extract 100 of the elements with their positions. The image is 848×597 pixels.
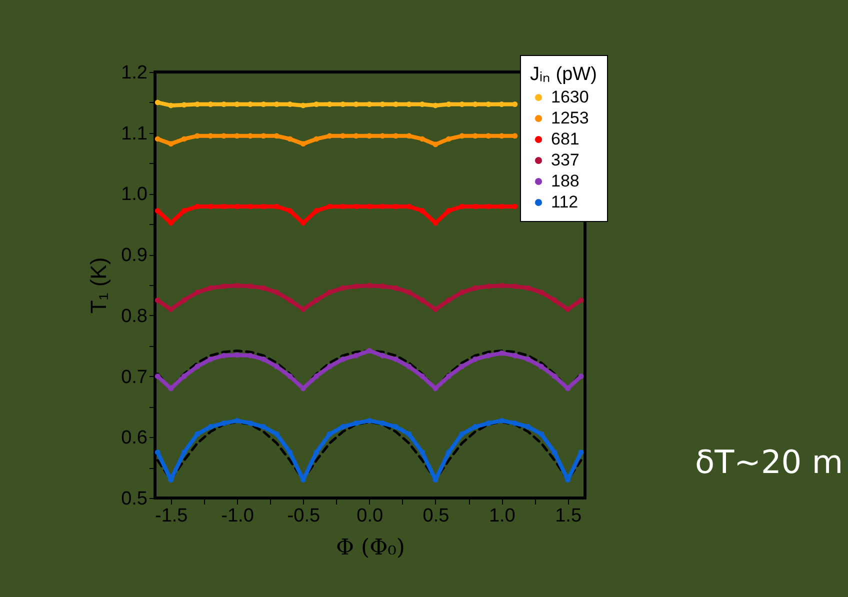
- point: [552, 450, 558, 456]
- point: [274, 431, 280, 437]
- point: [472, 285, 478, 291]
- point: [181, 136, 187, 142]
- point: [420, 450, 425, 456]
- legend-title: Jᵢₙ (pW): [530, 64, 597, 85]
- point: [380, 352, 386, 358]
- point: [420, 136, 425, 142]
- point: [552, 297, 558, 303]
- legend-label: 112: [551, 192, 578, 212]
- point: [432, 142, 438, 148]
- x-tick-label: -1.5: [155, 506, 188, 526]
- text: δT~20 m: [695, 443, 843, 481]
- legend-label: 337: [551, 150, 580, 170]
- point: [168, 141, 174, 147]
- point: [353, 352, 359, 358]
- point: [314, 297, 320, 303]
- legend-label: 1630: [551, 88, 589, 106]
- point: [420, 297, 425, 303]
- point: [432, 306, 438, 312]
- point: [459, 431, 465, 437]
- y-tick-label: 0.9: [121, 245, 148, 266]
- point: [154, 208, 160, 214]
- point: [274, 364, 280, 370]
- point: [194, 364, 200, 370]
- point: [459, 364, 465, 370]
- point: [420, 374, 425, 380]
- point: [420, 102, 425, 107]
- point: [208, 285, 214, 291]
- point: [300, 306, 306, 312]
- point: [154, 374, 160, 380]
- point: [486, 420, 492, 426]
- y-tick-label: 0.5: [121, 488, 148, 510]
- point: [260, 424, 266, 430]
- x-tick-label: 0.5: [422, 506, 450, 526]
- point: [181, 297, 187, 303]
- x-tick-label: 0.0: [356, 506, 384, 526]
- point: [326, 364, 332, 370]
- point: [538, 431, 544, 437]
- point: [512, 420, 518, 426]
- point: [234, 352, 240, 358]
- point: [538, 290, 544, 296]
- point: [194, 431, 200, 437]
- point: [406, 290, 412, 296]
- point: [578, 297, 584, 303]
- point: [406, 364, 412, 370]
- point: [274, 290, 280, 296]
- point: [248, 102, 253, 107]
- point: [208, 356, 214, 362]
- point: [446, 136, 452, 142]
- point: [181, 208, 187, 214]
- point: [168, 306, 174, 312]
- point: [353, 420, 359, 426]
- point: [260, 356, 266, 362]
- point: [472, 424, 478, 430]
- point: [248, 283, 253, 289]
- point: [366, 348, 372, 354]
- point: [314, 208, 320, 214]
- point: [406, 431, 412, 437]
- point: [393, 285, 399, 291]
- point: [287, 208, 293, 214]
- x-axis-title: Φ (Φ₀): [336, 536, 406, 560]
- point: [446, 297, 452, 303]
- point: [498, 418, 504, 424]
- point: [300, 141, 306, 147]
- point: [393, 424, 399, 430]
- point: [565, 306, 571, 312]
- x-tick-label: -1.0: [221, 506, 254, 526]
- point: [525, 424, 531, 430]
- point: [578, 374, 584, 380]
- y-tick-label: 0.8: [121, 306, 148, 327]
- point: [181, 450, 187, 456]
- y-tick-label: 0.7: [121, 366, 148, 388]
- legend-label: 1253: [551, 108, 589, 128]
- point: [498, 350, 504, 356]
- point: [194, 290, 200, 296]
- point: [512, 102, 518, 107]
- point: [326, 133, 332, 139]
- point: [552, 374, 558, 380]
- point: [420, 208, 425, 214]
- x-tick-label: -0.5: [287, 506, 320, 526]
- point: [248, 352, 253, 358]
- point: [326, 431, 332, 437]
- point: [154, 450, 160, 456]
- point: [287, 297, 293, 303]
- point: [340, 356, 346, 362]
- x-tick-label: 1.5: [555, 506, 582, 526]
- point: [459, 290, 465, 296]
- point: [181, 374, 187, 380]
- point: [380, 420, 386, 426]
- point: [234, 418, 240, 424]
- point: [314, 136, 320, 142]
- point: [154, 100, 160, 106]
- x-tick-label: 1.0: [488, 506, 516, 526]
- point: [260, 285, 266, 291]
- point: [393, 356, 399, 362]
- legend-label: 188: [551, 172, 580, 190]
- point: [472, 356, 478, 362]
- point: [287, 374, 293, 380]
- point: [538, 364, 544, 370]
